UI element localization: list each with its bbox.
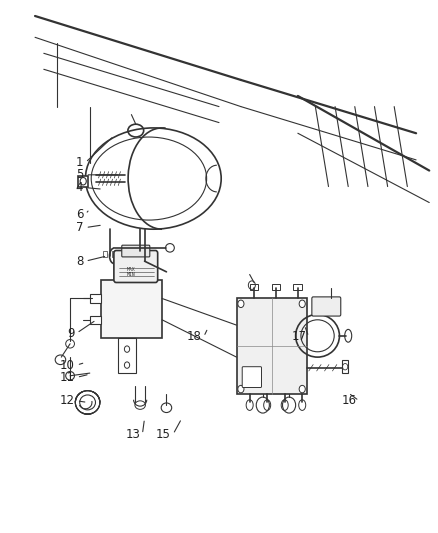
Bar [272,284,280,290]
Circle shape [80,177,86,185]
FancyBboxPatch shape [101,280,162,338]
Circle shape [238,300,244,308]
Text: MIN: MIN [127,272,136,277]
Bar [90,316,101,324]
Bar [250,284,258,290]
Bar [78,176,88,187]
Bar [112,251,116,257]
Text: 9: 9 [67,327,74,340]
Text: 1: 1 [76,156,83,169]
Text: 11: 11 [60,371,74,384]
FancyBboxPatch shape [237,298,307,394]
FancyBboxPatch shape [242,367,261,387]
Circle shape [299,300,305,308]
Text: 18: 18 [187,330,201,343]
Text: 15: 15 [156,428,171,441]
FancyBboxPatch shape [122,245,150,257]
Text: 13: 13 [125,428,140,441]
Bar [103,251,107,257]
Bar [293,284,302,290]
Text: 6: 6 [76,208,83,221]
Text: 10: 10 [60,359,74,372]
Circle shape [299,385,305,393]
Bar [118,338,136,373]
Text: 4: 4 [76,181,83,194]
Text: 12: 12 [60,394,74,407]
Text: MAX: MAX [127,266,136,272]
Text: 8: 8 [76,255,83,268]
Bar [90,294,101,303]
Bar [342,360,348,373]
FancyBboxPatch shape [114,251,158,282]
Text: 17: 17 [292,330,307,343]
Text: 5: 5 [76,168,83,181]
Text: 7: 7 [76,221,83,234]
FancyBboxPatch shape [312,297,341,316]
Circle shape [238,385,244,393]
Text: 16: 16 [342,394,357,407]
